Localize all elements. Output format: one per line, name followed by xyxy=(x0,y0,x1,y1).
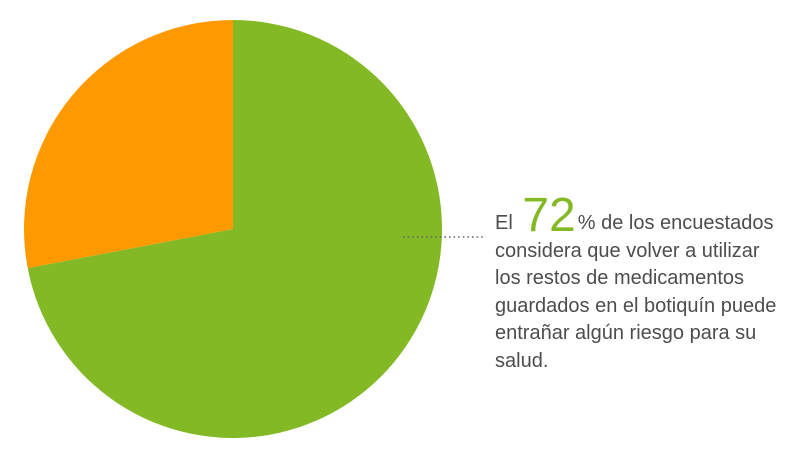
highlight-value: 72 xyxy=(522,189,576,242)
annotation-prefix: El xyxy=(495,212,513,234)
pie-slice-2 xyxy=(24,20,233,269)
annotation-text-block: El 72% de los encuestados considera que … xyxy=(495,192,780,375)
pie-slice-1 xyxy=(27,20,443,439)
annotation-body: de los encuestados considera que volver … xyxy=(495,212,777,372)
percent-symbol: % xyxy=(577,212,596,234)
pie-slices xyxy=(24,20,443,439)
